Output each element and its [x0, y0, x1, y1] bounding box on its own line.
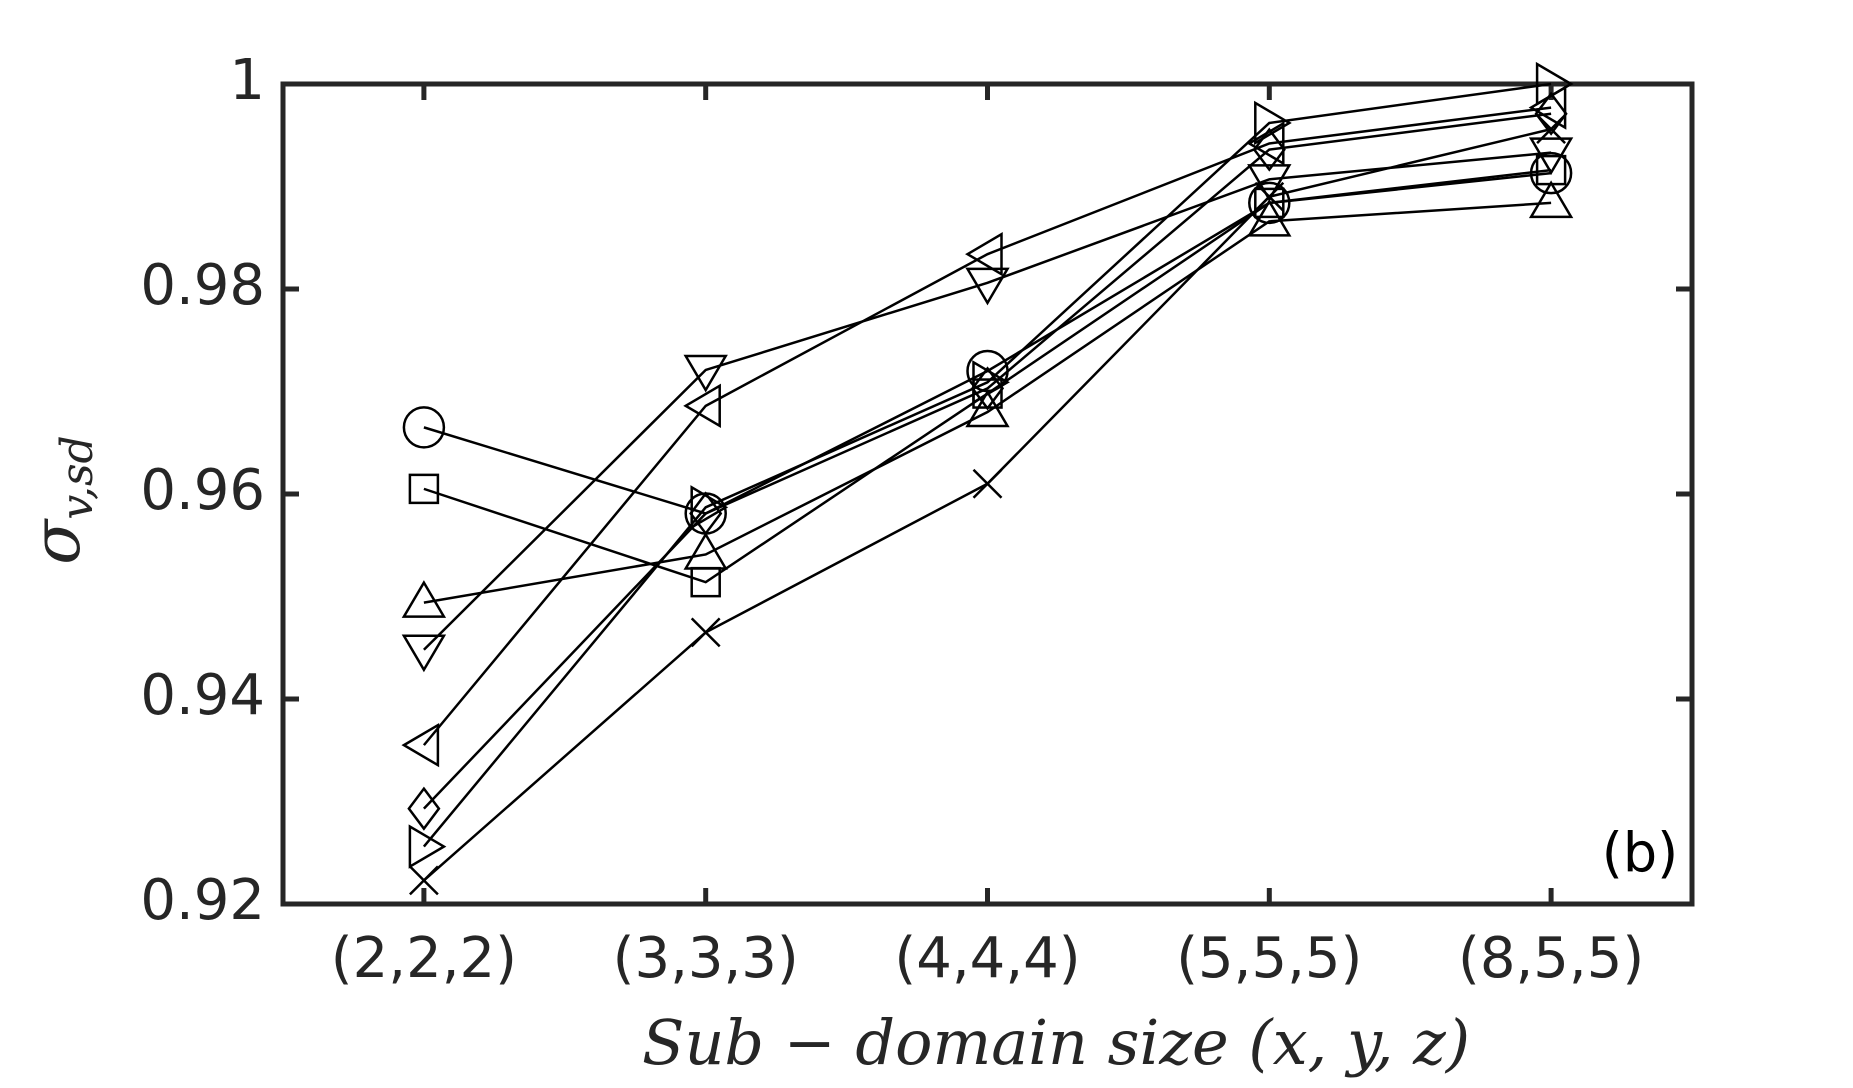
y-tick-label: 0.92	[140, 868, 265, 933]
marker	[689, 491, 723, 536]
marker	[402, 406, 446, 449]
x-tick-label: (2,2,2)	[331, 926, 517, 991]
x-axis-label: Sub − domain size (x, y, z)	[642, 1006, 1470, 1079]
marker	[972, 468, 1003, 499]
series-line	[422, 106, 1552, 746]
marker	[409, 865, 439, 896]
marker	[408, 824, 447, 869]
marker	[1536, 114, 1566, 144]
y-tick-label: 0.98	[140, 253, 265, 318]
marker	[1254, 100, 1292, 146]
marker	[1252, 127, 1286, 172]
series-line	[423, 201, 1552, 604]
marker	[683, 383, 721, 429]
marker	[690, 485, 729, 530]
x-tick-label: (3,3,3)	[613, 926, 799, 991]
series-line	[422, 82, 1552, 848]
marker	[1535, 61, 1574, 107]
y-axis-label-subscript: v,sd	[52, 435, 103, 519]
x-tick-label: (4,4,4)	[894, 926, 1080, 991]
marker	[407, 786, 441, 831]
marker	[1528, 137, 1574, 176]
marker	[690, 617, 721, 648]
marker	[965, 389, 1010, 428]
annotation: (b)	[1602, 822, 1678, 885]
series-line	[423, 168, 1552, 584]
marker	[965, 267, 1010, 306]
marker	[1247, 198, 1292, 237]
marker	[408, 473, 440, 505]
y-tick-label: 1	[229, 48, 265, 113]
marker	[1254, 181, 1285, 212]
y-tick-label: 0.96	[140, 458, 265, 523]
series-line	[422, 112, 1552, 810]
marker	[401, 722, 440, 768]
marker	[683, 354, 728, 393]
marker	[1254, 187, 1285, 219]
marker	[1528, 180, 1574, 219]
marker	[1248, 181, 1291, 225]
marker	[401, 580, 447, 618]
series-line	[423, 171, 1552, 515]
marker	[683, 532, 728, 570]
marker	[401, 634, 447, 673]
y-axis-label: σv,sd	[18, 435, 103, 564]
marker	[965, 231, 1003, 277]
x-tick-label: (5,5,5)	[1176, 926, 1362, 991]
plot-frame	[280, 81, 1695, 907]
marker	[970, 366, 1005, 411]
marker	[1247, 164, 1292, 202]
y-axis-label-main: σ	[18, 518, 95, 565]
y-tick-label: 0.94	[140, 663, 265, 728]
marker	[972, 360, 1010, 405]
x-tick-label: (8,5,5)	[1458, 926, 1644, 991]
marker	[1534, 91, 1568, 136]
series-line	[423, 151, 1552, 651]
